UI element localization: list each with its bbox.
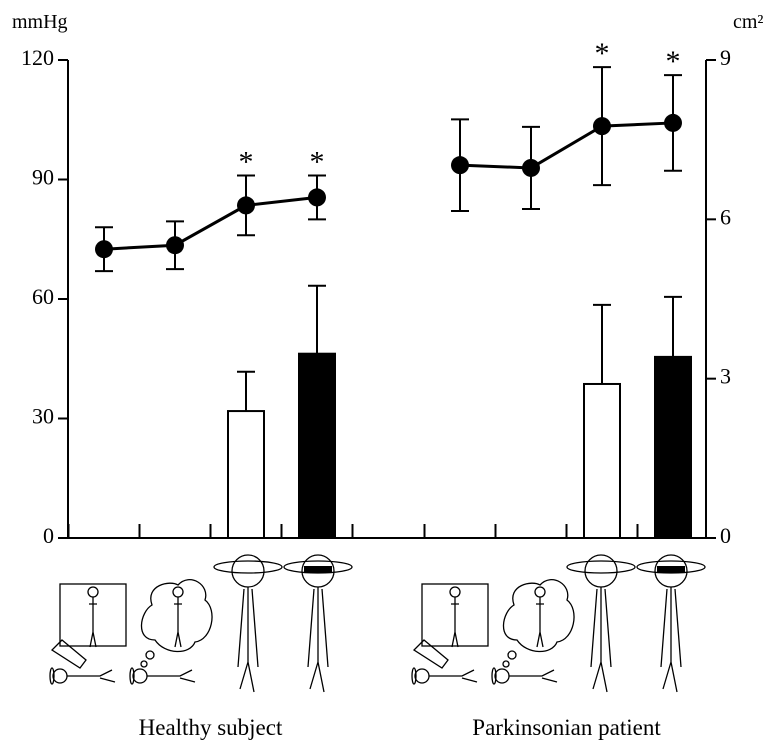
significance-marker: * (310, 146, 325, 179)
bar (228, 411, 264, 538)
chart: mmHg cm² 0 30 60 90 120 0 3 6 9 * * Healthy subject… (0, 0, 768, 745)
y2-tick-label: 6 (720, 204, 731, 229)
y-tick-label: 90 (32, 165, 54, 190)
icon-figure (450, 587, 460, 647)
significance-marker: * (595, 37, 610, 70)
group-label: Parkinsonian patient (472, 715, 661, 740)
bar (299, 354, 335, 538)
icon-projector (52, 640, 86, 668)
y-tick-label: 0 (43, 523, 54, 548)
y-tick-label: 30 (32, 404, 54, 429)
significance-marker: * (666, 45, 681, 78)
line (104, 197, 317, 249)
y2-axis-label: cm² (733, 11, 763, 33)
group-label: Healthy subject (139, 715, 283, 740)
icon-figure (173, 587, 183, 647)
y2-tick-label: 0 (720, 523, 731, 548)
icon-lying (130, 668, 195, 684)
icon-lying (412, 668, 477, 684)
icon-bubble (508, 651, 516, 659)
icon-set (50, 555, 705, 692)
icon-group (50, 555, 352, 692)
icon-blindfold (657, 566, 685, 573)
bar (655, 357, 691, 538)
icon-blindfold (304, 566, 332, 573)
significance-marker: * (239, 146, 254, 179)
point (166, 236, 184, 254)
y2-tick-label: 3 (720, 364, 731, 389)
y2-tick-label: 9 (720, 45, 731, 70)
point (308, 188, 326, 206)
icon-bubble (503, 661, 509, 667)
point (237, 196, 255, 214)
bar (584, 384, 620, 538)
y-tick-label: 120 (21, 45, 54, 70)
icon-figure (88, 587, 98, 647)
icon-lying (492, 668, 557, 684)
icon-bubble (146, 651, 154, 659)
icon-standing (214, 555, 282, 692)
point (522, 159, 540, 177)
point (593, 117, 611, 135)
icon-standing (637, 555, 705, 692)
point (95, 240, 113, 258)
y-axis-label: mmHg (12, 11, 68, 33)
icon-bubble (141, 661, 147, 667)
icon-group (412, 555, 705, 692)
icon-figure (535, 587, 545, 647)
point (664, 114, 682, 132)
line (460, 123, 673, 168)
y-tick-label: 60 (32, 284, 54, 309)
icon-lying (50, 668, 115, 684)
icon-standing (567, 555, 635, 692)
icon-projector (414, 640, 448, 668)
point (451, 156, 469, 174)
icon-standing (284, 555, 352, 692)
